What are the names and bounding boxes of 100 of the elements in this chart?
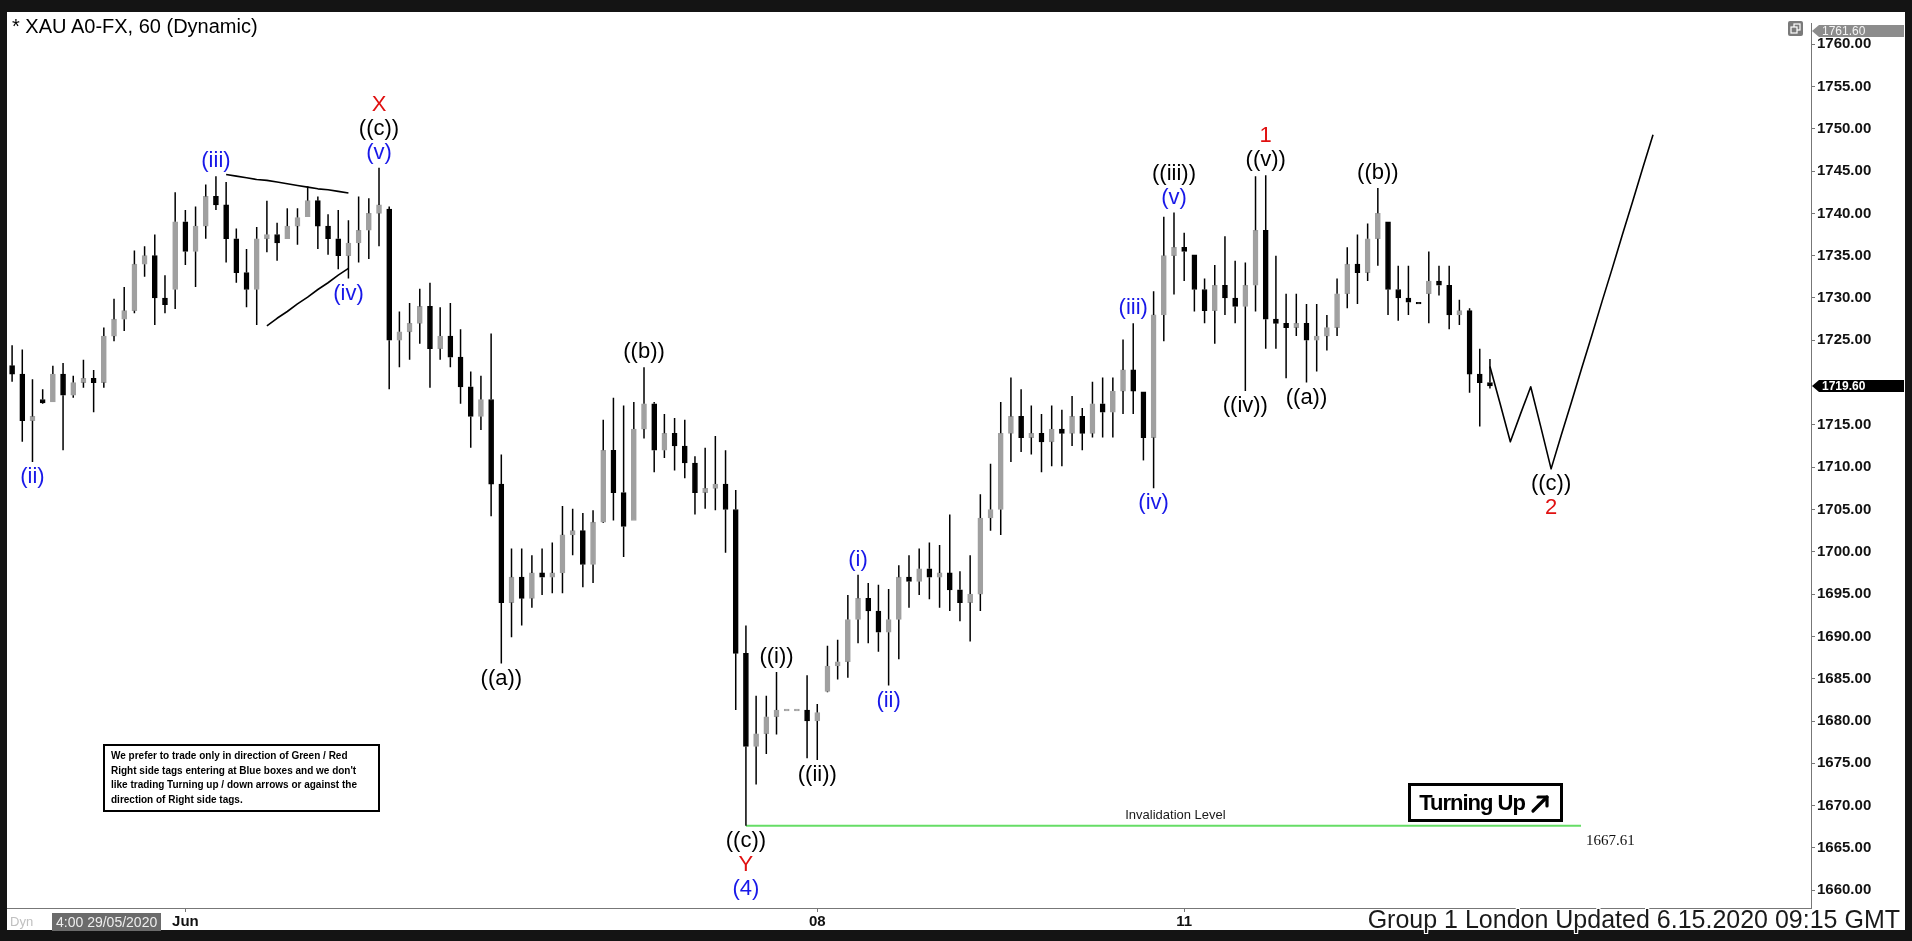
chart-title: * XAU A0-FX, 60 (Dynamic) <box>12 14 258 38</box>
y-tick-label: 1680.00 <box>1817 711 1872 729</box>
candlestick <box>365 197 372 260</box>
candlestick <box>478 375 484 431</box>
candlestick <box>19 348 26 443</box>
candlestick <box>498 453 505 665</box>
candlestick <box>916 547 923 596</box>
annotation: ((i)) <box>759 643 794 669</box>
candlestick <box>1425 250 1432 325</box>
candlestick <box>1395 265 1402 322</box>
candlestick <box>1446 265 1453 331</box>
candlestick <box>692 455 698 516</box>
text: Dyn <box>10 913 34 931</box>
candlestick <box>946 513 953 612</box>
candlestick <box>865 582 872 644</box>
candlestick <box>1293 293 1300 337</box>
candlestick <box>702 446 708 510</box>
candlestick <box>1232 260 1238 325</box>
annotation: (iv) <box>333 279 364 305</box>
candlestick <box>1059 408 1065 468</box>
candlestick <box>957 570 963 622</box>
candlestick <box>600 419 607 523</box>
y-tick-label: 1685.00 <box>1817 668 1872 686</box>
y-tick-label: 1735.00 <box>1817 245 1872 263</box>
candlestick <box>763 694 770 755</box>
y-tick-label: 1725.00 <box>1817 330 1872 348</box>
annotation: 1 <box>1259 122 1272 148</box>
candlestick <box>416 287 423 345</box>
candlestick <box>1048 404 1055 468</box>
candlestick <box>50 364 56 403</box>
candlestick <box>1211 264 1218 345</box>
x-tick-label: 08 <box>808 912 826 930</box>
candlestick <box>111 298 117 342</box>
candlestick <box>743 624 749 827</box>
candlestick <box>70 375 77 399</box>
candlestick <box>1008 376 1014 463</box>
candlestick <box>1313 303 1320 373</box>
annotation: (ii) <box>876 686 901 712</box>
candlestick <box>814 703 821 761</box>
y-tick-label: 1710.00 <box>1817 457 1872 475</box>
annotation: ((iii)) <box>1152 159 1196 185</box>
annotation: ((c)) <box>1530 469 1572 495</box>
candlestick <box>967 554 973 643</box>
candlestick <box>162 274 168 314</box>
annotation: (ii) <box>20 463 45 489</box>
candlestick <box>1018 388 1024 453</box>
candlestick <box>518 547 525 627</box>
candlestick <box>1324 314 1330 352</box>
annotation: ((b)) <box>623 338 665 364</box>
candlestick <box>1069 395 1075 447</box>
y-tick-label: 1705.00 <box>1817 499 1872 517</box>
y-tick-label: 1730.00 <box>1817 288 1872 306</box>
candlestick <box>1160 216 1167 342</box>
note-box: We prefer to trade only in direction of Green / Red Right side tags entering at Blue boxes and we don't like trading Turning up / down arrows or against the direction of Right side tags. <box>103 744 380 812</box>
date-box: 4:00 29/05/2020 <box>52 913 162 931</box>
annotation: Turning Up <box>1419 789 1525 816</box>
candlestick <box>1110 376 1116 439</box>
annotation: ((a)) <box>1285 383 1328 409</box>
candlestick <box>1273 254 1279 350</box>
annotation: Group 1 London Updated 6.15.2020 09:15 GMT <box>1367 905 1900 933</box>
annotation: ((c)) <box>725 826 767 852</box>
annotation: ((ii)) <box>797 761 837 786</box>
candlestick <box>1283 293 1289 380</box>
candlestick <box>223 181 229 264</box>
candlestick <box>529 554 535 609</box>
annotation: (i) <box>848 545 868 571</box>
annotation: ((b)) <box>1357 159 1399 185</box>
x-tick-label: Jun <box>172 912 199 930</box>
y-tick-label: 1695.00 <box>1817 584 1872 602</box>
candlestick <box>1385 221 1391 316</box>
candlestick <box>1130 322 1137 415</box>
candlestick <box>997 401 1004 536</box>
candlestick <box>467 370 474 449</box>
candlestick <box>427 282 433 389</box>
candlestick <box>1262 174 1269 350</box>
annotation: (iii) <box>1118 294 1148 320</box>
annotation: ((c)) <box>358 114 400 140</box>
candlestick <box>845 594 851 679</box>
candlestick <box>101 326 107 389</box>
candlestick <box>121 286 128 332</box>
candlestick <box>1222 235 1228 316</box>
candlestick <box>1344 246 1351 309</box>
y-tick-label: 1740.00 <box>1817 203 1872 221</box>
candlestick <box>539 547 545 596</box>
label-box: Turning Up <box>1408 783 1563 822</box>
candlestick <box>804 674 810 759</box>
candlestick <box>264 199 270 254</box>
annotation: ((a)) <box>480 664 523 690</box>
candlestick <box>590 509 596 584</box>
candlestick <box>60 362 66 452</box>
annotation: X <box>371 90 387 116</box>
candlestick <box>651 401 658 474</box>
candlestick <box>753 694 759 786</box>
text: 1719.60 <box>1822 378 1866 393</box>
annotation: (iv) <box>1138 489 1169 515</box>
y-tick-label: 1660.00 <box>1817 880 1872 898</box>
candlestick <box>386 205 393 391</box>
candlestick <box>1171 211 1177 296</box>
annotation: ((iv)) <box>1222 392 1268 418</box>
candlestick <box>315 195 321 250</box>
